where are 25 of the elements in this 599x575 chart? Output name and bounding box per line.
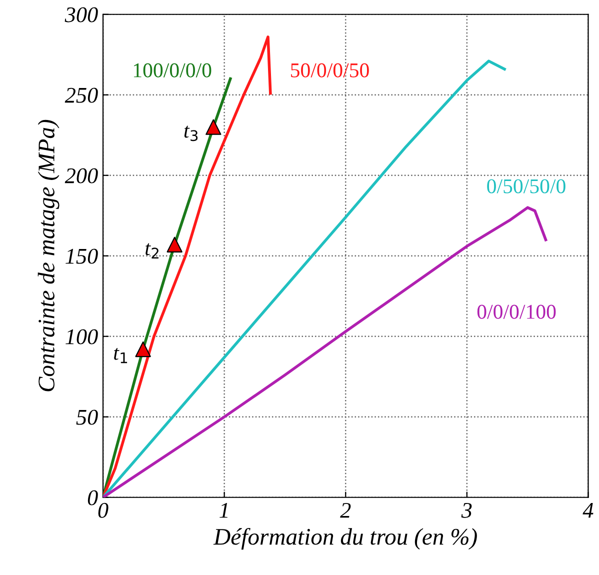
- point: [206, 119, 222, 135]
- line-series: [103, 36, 272, 498]
- y-tick-label: 50: [76, 410, 98, 425]
- annotation: t$_{3}$: [184, 126, 198, 142]
- series-label: 50/0/0/50: [291, 63, 369, 78]
- point: [166, 236, 182, 252]
- point: [135, 341, 151, 358]
- y-tick-label: 0: [88, 490, 98, 506]
- y-tick-label: 150: [66, 248, 98, 264]
- series-label: 100/0/0/0: [134, 63, 212, 78]
- y-tick-label: 100: [66, 329, 98, 344]
- y-axis-title: Contrainte de matage (MPa): [38, 120, 60, 392]
- annotation: t$_{1}$: [114, 348, 128, 364]
- x-tick-label: 1: [220, 502, 228, 518]
- x-tick-label: 3: [461, 502, 472, 518]
- y-tick-label: 300: [64, 7, 98, 22]
- annotation: t$_{2}$: [146, 243, 158, 258]
- x-tick-label: 2: [340, 502, 351, 518]
- x-tick-label: 0: [98, 502, 108, 518]
- text: 0/50/50/0: [487, 179, 566, 194]
- text: 0/0/0/100: [477, 304, 556, 319]
- y-tick-label: 200: [64, 168, 98, 184]
- x-axis-title: Déformation du trou (en %): [213, 528, 477, 550]
- x-tick-label: 4: [582, 503, 594, 518]
- y-tick-label: 250: [64, 88, 98, 103]
